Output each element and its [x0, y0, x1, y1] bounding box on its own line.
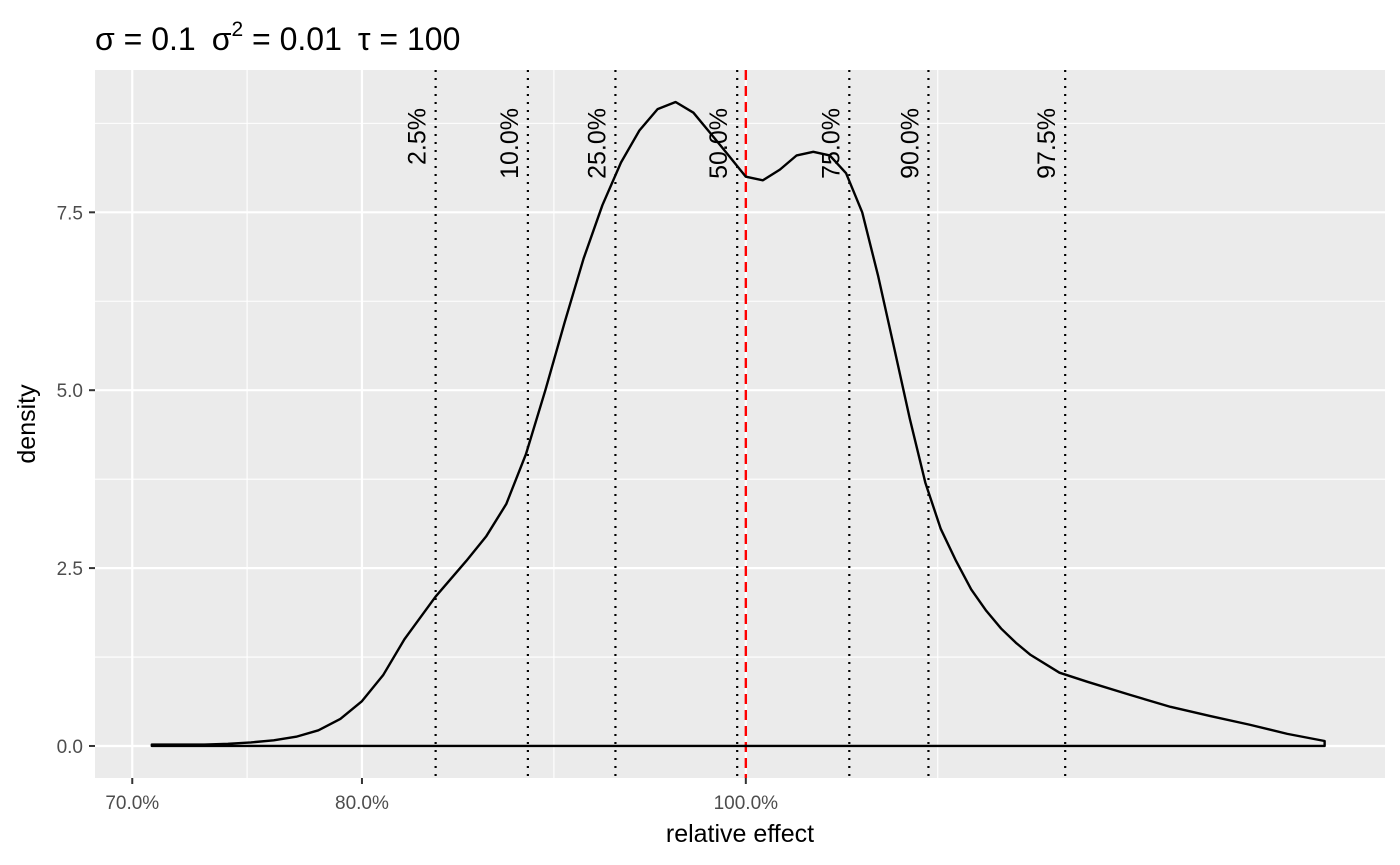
- x-tick-label: 70.0%: [105, 793, 159, 814]
- y-tick-label: 5.0: [57, 381, 83, 402]
- quantile-label: 97.5%: [1033, 108, 1061, 179]
- chart-title: σ = 0.1 σ2 = 0.01 τ = 100: [95, 18, 460, 57]
- title-sigma2-exponent: 2: [231, 18, 243, 41]
- density-curve: [150, 100, 1326, 748]
- y-axis-title: density: [13, 384, 41, 464]
- x-tick-label: 100.0%: [714, 793, 779, 814]
- quantile-labels: 2.5% 10.0% 25.0% 50.0% 75.0% 90.0% 97.5%: [404, 108, 1062, 179]
- x-tick-label: 80.0%: [335, 793, 389, 814]
- y-tick-label: 0.0: [57, 737, 83, 758]
- minor-gridlines: [95, 70, 1385, 778]
- x-axis: 70.0% 80.0% 100.0%: [105, 778, 778, 814]
- y-axis: 0.0 2.5 5.0 7.5: [57, 203, 95, 758]
- plot-panel: [95, 70, 1385, 778]
- x-axis-title: relative effect: [666, 820, 814, 848]
- quantile-label: 75.0%: [817, 108, 845, 179]
- title-sigma2-rest: = 0.01: [243, 21, 342, 57]
- y-tick-label: 2.5: [57, 559, 83, 580]
- density-layer: [150, 100, 1326, 748]
- quantile-lines: [434, 70, 1067, 778]
- title-sigma2-base: σ: [212, 21, 232, 57]
- quantile-label: 10.0%: [496, 108, 524, 179]
- y-tick-label: 7.5: [57, 203, 83, 224]
- quantile-label: 50.0%: [705, 108, 733, 179]
- title-tau: τ = 100: [358, 21, 461, 57]
- title-sigma: σ = 0.1: [95, 21, 196, 57]
- quantile-label: 25.0%: [583, 108, 611, 179]
- quantile-label: 90.0%: [896, 108, 924, 179]
- quantile-label: 2.5%: [404, 108, 432, 165]
